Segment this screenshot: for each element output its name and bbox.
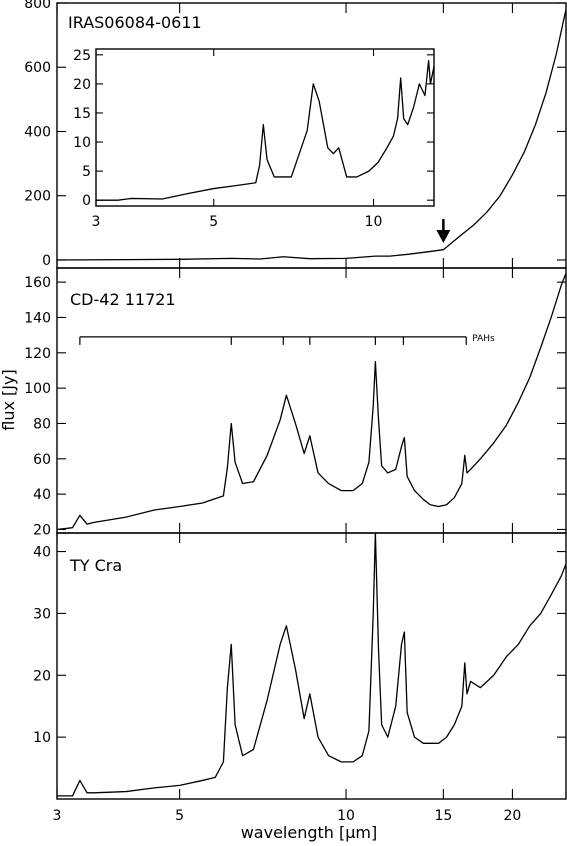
panel-frame [56, 2, 567, 269]
y-axis-label: flux [Jy] [0, 369, 18, 430]
inset-y-tick-label: 25 [73, 48, 91, 64]
y-tick-label: 10 [33, 730, 51, 746]
panel-frame [56, 532, 567, 800]
y-tick-label: 40 [33, 487, 51, 503]
panel-title-iras06084: IRAS06084-0611 [68, 13, 202, 32]
inset-x-tick-label: 3 [92, 214, 101, 230]
pah-label: PAHs [472, 334, 495, 344]
y-tick-label: 600 [24, 60, 51, 76]
y-tick-label: 80 [33, 416, 51, 432]
x-tick-label: 5 [175, 808, 184, 824]
spectrum-line [57, 532, 567, 797]
y-tick-label: 30 [33, 606, 51, 622]
x-tick-label: 15 [434, 808, 452, 824]
y-tick-label: 120 [24, 346, 51, 362]
inset-spectrum-line [96, 59, 435, 201]
inset-x-tick-label: 5 [209, 214, 218, 230]
panel-cd42: CD-42 11721 20 40 60 80 100 120 140 160 PAHs [24, 267, 567, 538]
y-tick-label: 400 [24, 124, 51, 140]
y-tick-label: 160 [24, 275, 51, 291]
inset-y-tick-label: 5 [82, 164, 91, 180]
y-tick-label: 140 [24, 310, 51, 326]
inset-frame [95, 48, 435, 207]
inset-y-tick-label: 20 [73, 77, 91, 93]
x-tick-label: 20 [504, 808, 522, 824]
y-tick-label: 20 [33, 522, 51, 538]
inset-y-tick-label: 15 [73, 106, 91, 122]
y-tick-label: 40 [33, 545, 51, 561]
y-tick-label: 800 [24, 0, 51, 12]
x-axis-label: wavelength [μm] [241, 823, 378, 842]
y-tick-label: 0 [42, 253, 51, 269]
x-tick-label: 10 [337, 808, 355, 824]
y-tick-label: 20 [33, 668, 51, 684]
y-tick-label: 100 [24, 381, 51, 397]
y-tick-label: 200 [24, 189, 51, 205]
panel-tycra: TY Cra 10 20 30 40 [33, 532, 567, 800]
spectrum-line [56, 273, 567, 531]
spectrum-line [56, 9, 567, 261]
panel-title-tycra: TY Cra [69, 556, 122, 575]
inset-x-tick-label: 10 [365, 214, 383, 230]
panel-title-cd42: CD-42 11721 [70, 290, 176, 309]
inset-y-tick-label: 0 [82, 193, 91, 209]
x-tick-label: 3 [53, 808, 62, 824]
inset-panel: 3 5 10 0 5 10 15 20 25 [73, 48, 435, 230]
inset-y-tick-label: 10 [73, 135, 91, 151]
y-tick-label: 60 [33, 452, 51, 468]
arrow-head-icon [436, 230, 451, 243]
